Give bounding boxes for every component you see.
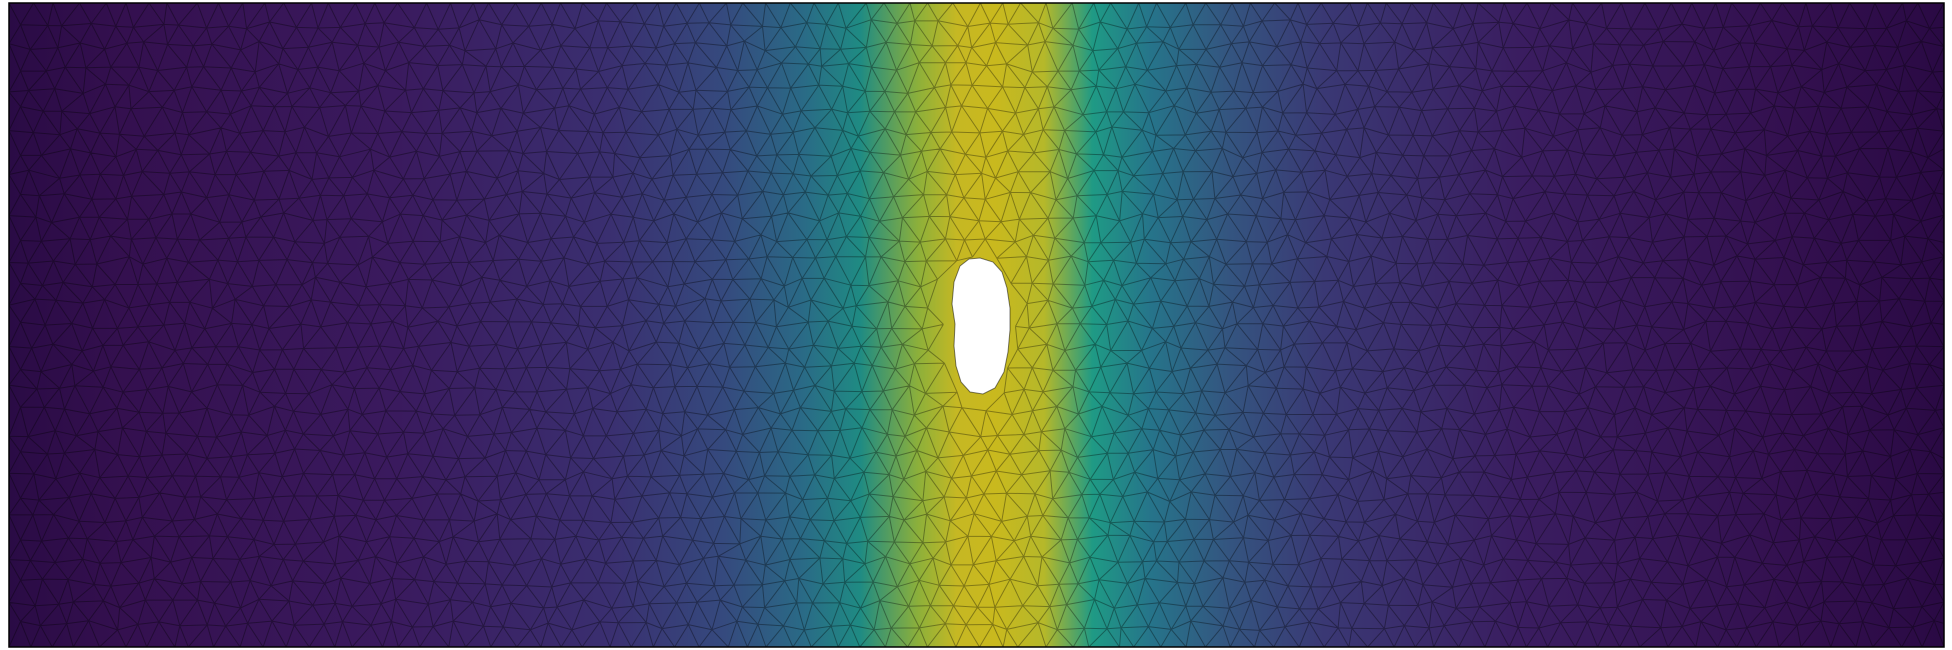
domain-border [8,2,1945,648]
elliptical-hole [951,257,1011,395]
